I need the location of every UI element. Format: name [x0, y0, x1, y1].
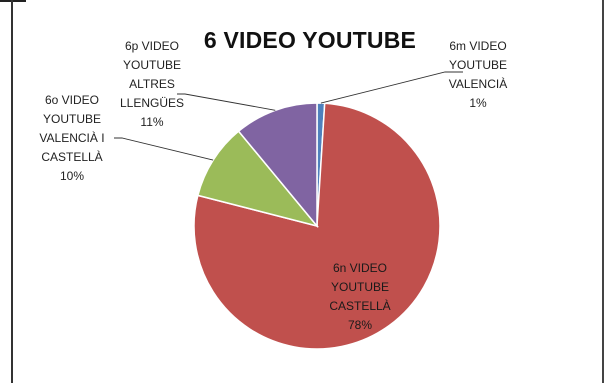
slice-label-6n-text: 6n VIDEO YOUTUBE CASTELLÀ	[329, 261, 391, 313]
slice-label-6m-percent: 1%	[469, 96, 487, 110]
pie-slice-6o	[196, 130, 320, 228]
frame-right-edge	[602, 0, 604, 383]
slice-label-6n: 6n VIDEO YOUTUBE CASTELLÀ 78%	[300, 240, 420, 354]
frame-top-edge	[0, 0, 26, 2]
slice-label-6p-percent: 11%	[140, 115, 164, 129]
leader-line-6m	[320, 71, 463, 104]
pie-slices	[193, 102, 441, 350]
slice-label-6m: 6m VIDEO YOUTUBE VALENCIÀ 1%	[428, 18, 528, 132]
chart-title: 6 VIDEO YOUTUBE	[203, 27, 417, 53]
slice-label-6m-text: 6m VIDEO YOUTUBE VALENCIÀ	[448, 39, 508, 91]
leader-line-6p	[177, 93, 276, 111]
pie-slice-6p	[237, 102, 318, 229]
slice-label-6o-text: 6o VIDEO YOUTUBE VALENCIÀ I CASTELLÀ	[39, 93, 105, 164]
leader-line-6o	[114, 137, 214, 161]
slice-label-6p: 6p VIDEO YOUTUBE ALTRES LLENGÜES 11%	[102, 18, 202, 151]
leader-lines	[114, 71, 463, 161]
slice-label-6n-percent: 78%	[347, 318, 373, 332]
slice-label-6o-percent: 10%	[59, 169, 85, 183]
slice-label-6o: 6o VIDEO YOUTUBE VALENCIÀ I CASTELLÀ 10%	[22, 72, 122, 205]
frame-left-edge	[11, 0, 13, 383]
slice-label-6p-text: 6p VIDEO YOUTUBE ALTRES LLENGÜES	[119, 39, 185, 110]
